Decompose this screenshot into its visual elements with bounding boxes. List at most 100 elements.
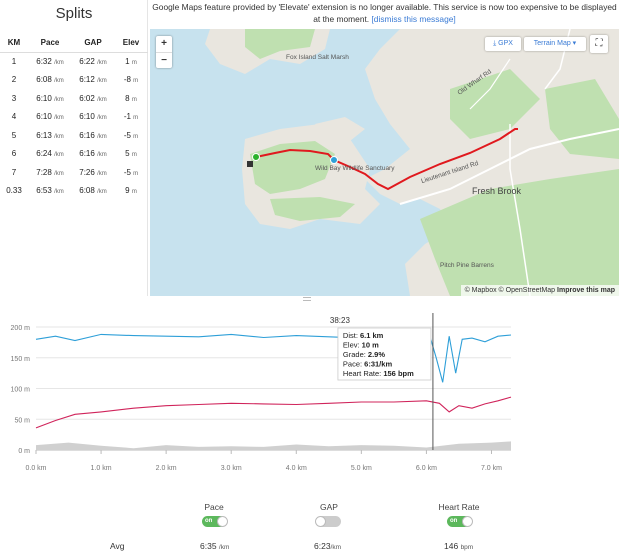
split-km: 5 — [11, 130, 17, 140]
splits-panel: Splits KM Pace GAP Elev 1 6:32 /km 6:22 /k… — [0, 0, 148, 296]
pace-toggle[interactable]: on — [202, 516, 228, 527]
avg-gap-value: 6:23 — [314, 541, 331, 551]
route-cursor-marker — [330, 156, 338, 164]
split-km: 4 — [11, 112, 17, 122]
split-gap: 6:02 /km — [79, 93, 107, 103]
heart-rate-toggle-text: on — [450, 518, 458, 524]
heart-rate-toggle[interactable]: on — [447, 516, 473, 527]
map-attribution: © Mapbox © OpenStreetMap Improve this ma… — [460, 285, 619, 296]
split-pace: 6:53 /km — [36, 186, 64, 196]
notice-text: Google Maps feature provided by 'Elevate… — [152, 2, 617, 24]
column-header-gap: GAP — [72, 33, 114, 53]
resize-handle[interactable] — [303, 297, 311, 301]
toggle-knob — [315, 516, 326, 527]
split-row: 4 6:10 /km 6:10 /km -1 m — [0, 108, 148, 127]
attribution-mapbox[interactable]: © Mapbox — [464, 287, 497, 294]
avg-pace-value: 6:35 — [200, 541, 217, 551]
map-label-wildlife: Wild Bay Wildlife Sanctuary — [315, 165, 395, 172]
attribution-osm[interactable]: © OpenStreetMap — [498, 287, 556, 294]
splits-table: KM Pace GAP Elev 1 6:32 /km 6:22 /km 1 m 2 6:… — [0, 33, 148, 200]
split-pace: 6:24 /km — [36, 149, 64, 159]
split-elev: 9 m — [125, 186, 137, 196]
tooltip-row: Heart Rate: 156 bpm — [343, 369, 414, 378]
split-km: 0.33 — [6, 186, 22, 196]
route-map[interactable]: + − ⤓ GPX Terrain Map ▾ ⛶ Fox Island Sal… — [150, 29, 619, 296]
forest-area — [270, 197, 355, 221]
avg-label: Avg — [110, 541, 125, 551]
toggle-knob — [462, 516, 473, 527]
x-tick-label: 7.0 km — [481, 465, 502, 472]
heart_rate-line — [35, 396, 512, 429]
split-pace: 6:13 /km — [36, 130, 64, 140]
column-header-pace: Pace — [28, 33, 72, 53]
forest-area — [450, 69, 540, 139]
split-elev: 5 m — [125, 149, 137, 159]
map-road — [509, 124, 531, 296]
map-type-dropdown[interactable]: Terrain Map ▾ — [524, 37, 586, 51]
split-gap: 6:22 /km — [79, 57, 107, 66]
tooltip-row: Dist: 6.1 km — [343, 331, 384, 340]
y-tick-label: 0 m — [18, 448, 30, 455]
x-tick-label: 3.0 km — [221, 465, 242, 472]
split-gap: 6:16 /km — [79, 130, 107, 140]
avg-gap-unit: /km — [330, 544, 342, 551]
split-km: 3 — [11, 93, 17, 103]
avg-heart-rate: 146 bpm — [444, 541, 473, 551]
split-elev: -5 m — [123, 130, 139, 140]
tooltip-row: Elev: 10 m — [343, 341, 379, 350]
extension-notice: Google Maps feature provided by 'Elevate… — [150, 1, 619, 25]
avg-pace-unit: /km — [218, 544, 230, 551]
split-pace: 6:08 /km — [36, 75, 64, 85]
gap-toggle[interactable] — [315, 516, 341, 527]
x-tick-label: 2.0 km — [156, 465, 177, 472]
route-line — [255, 128, 518, 191]
y-tick-label: 100 m — [11, 387, 31, 394]
split-row: 7 7:28 /km 7:26 /km -5 m — [0, 163, 148, 182]
split-row: 5 6:13 /km 6:16 /km -5 m — [0, 126, 148, 145]
avg-hr-unit: bpm — [460, 544, 474, 551]
dismiss-message-link[interactable]: [dismiss this message] — [371, 14, 456, 24]
split-gap: 7:26 /km — [79, 167, 107, 177]
split-row: 2 6:08 /km 6:12 /km -8 m — [0, 71, 148, 90]
fullscreen-icon[interactable]: ⛶ — [590, 35, 608, 53]
split-row: 3 6:10 /km 6:02 /km 8 m — [0, 89, 148, 108]
split-pace: 6:10 /km — [36, 93, 64, 103]
split-km: 1 — [11, 57, 17, 66]
y-tick-label: 150 m — [11, 356, 31, 363]
pace-line — [35, 333, 512, 383]
tooltip-time: 38:23 — [330, 316, 351, 325]
elevation-area — [36, 441, 511, 450]
y-tick-label: 200 m — [11, 325, 31, 332]
split-pace: 6:32 /km — [36, 57, 64, 66]
zoom-out-button[interactable]: − — [156, 52, 172, 68]
gpx-button-label: GPX — [498, 40, 513, 47]
avg-gap: 6:23/km — [314, 541, 341, 551]
gpx-download-button[interactable]: ⤓ GPX — [485, 37, 521, 51]
column-header-km: KM — [0, 33, 28, 53]
split-km: 6 — [11, 149, 17, 159]
x-tick-label: 4.0 km — [286, 465, 307, 472]
split-elev: 8 m — [125, 93, 137, 103]
elevation-chart[interactable]: 0 m 50 m 100 m 150 m 200 m 0.0 km 1.0 km 2.0 km… — [0, 303, 619, 475]
toggle-knob — [217, 516, 228, 527]
map-label-fresh-brook: Fresh Brook — [472, 186, 522, 196]
zoom-control: + − — [156, 36, 172, 68]
x-tick-label: 6.0 km — [416, 465, 437, 472]
split-elev: -8 m — [123, 75, 139, 85]
split-pace: 6:10 /km — [36, 112, 64, 122]
split-pace: 7:28 /km — [36, 167, 64, 177]
tooltip-box — [337, 327, 432, 381]
split-row: 0.33 6:53 /km 6:08 /km 9 m — [0, 182, 148, 201]
avg-pace: 6:35 /km — [200, 541, 229, 551]
split-km: 2 — [11, 75, 17, 85]
map-label-pitch-pine: Pitch Pine Barrens — [440, 262, 494, 269]
route-start-marker — [252, 153, 260, 161]
split-elev: -1 m — [123, 112, 139, 122]
map-label-fox-island: Fox Island Salt Marsh — [286, 54, 349, 61]
split-row: 6 6:24 /km 6:16 /km 5 m — [0, 145, 148, 164]
improve-map-link[interactable]: Improve this map — [557, 287, 615, 294]
zoom-in-button[interactable]: + — [161, 38, 167, 49]
heart-rate-label: Heart Rate — [438, 502, 480, 512]
split-gap: 6:12 /km — [79, 75, 107, 85]
